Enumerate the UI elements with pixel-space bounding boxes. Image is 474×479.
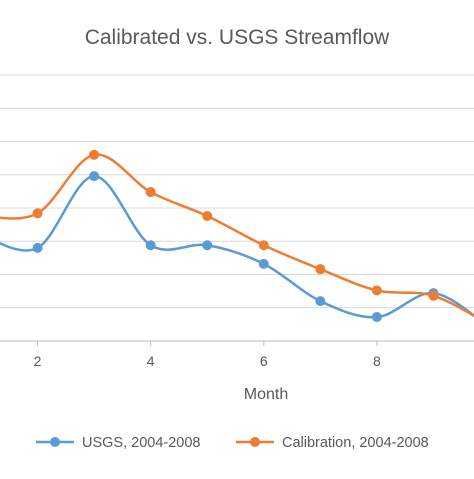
- legend-marker-swatch: [250, 437, 260, 447]
- legend: USGS, 2004-2008 Calibration, 2004-2008: [36, 435, 429, 451]
- x-axis-ticks: 2 4 6 8: [34, 341, 381, 369]
- series-lines: [0, 153, 474, 319]
- data-point-usgs: [32, 242, 43, 253]
- legend-item-calibration: Calibration, 2004-2008: [236, 435, 429, 451]
- x-tick-label: 4: [147, 353, 155, 369]
- x-axis-label: Month: [244, 386, 288, 403]
- legend-marker-swatch: [50, 437, 60, 447]
- data-point-calibration: [428, 290, 439, 301]
- data-point-calibration: [32, 208, 43, 219]
- legend-item-usgs: USGS, 2004-2008: [36, 435, 201, 451]
- data-point-usgs: [145, 240, 156, 251]
- data-point-calibration: [315, 264, 326, 275]
- data-point-usgs: [371, 312, 382, 323]
- data-point-calibration: [145, 187, 156, 198]
- data-point-calibration: [371, 285, 382, 296]
- data-point-usgs: [258, 258, 269, 269]
- x-tick-label: 2: [34, 353, 42, 369]
- gridlines: [0, 74, 474, 342]
- data-point-calibration: [258, 240, 269, 251]
- data-point-calibration: [202, 210, 213, 221]
- data-point-usgs: [315, 296, 326, 307]
- data-point-usgs: [89, 171, 100, 182]
- chart-title: Calibrated vs. USGS Streamflow: [85, 26, 390, 49]
- data-point-usgs: [202, 240, 213, 251]
- series-line-calibration: [0, 153, 474, 318]
- data-point-calibration: [89, 149, 100, 160]
- series-line-usgs: [0, 174, 474, 319]
- legend-label: Calibration, 2004-2008: [282, 435, 429, 451]
- x-tick-label: 8: [373, 353, 381, 369]
- series-markers: [32, 149, 439, 323]
- x-tick-label: 6: [260, 353, 268, 369]
- legend-label: USGS, 2004-2008: [82, 435, 201, 451]
